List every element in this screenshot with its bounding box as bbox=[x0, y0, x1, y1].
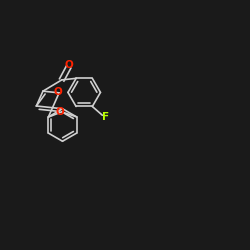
Text: F: F bbox=[102, 112, 109, 122]
Text: O: O bbox=[65, 60, 74, 70]
Text: O: O bbox=[55, 107, 64, 117]
Text: O: O bbox=[54, 86, 62, 97]
